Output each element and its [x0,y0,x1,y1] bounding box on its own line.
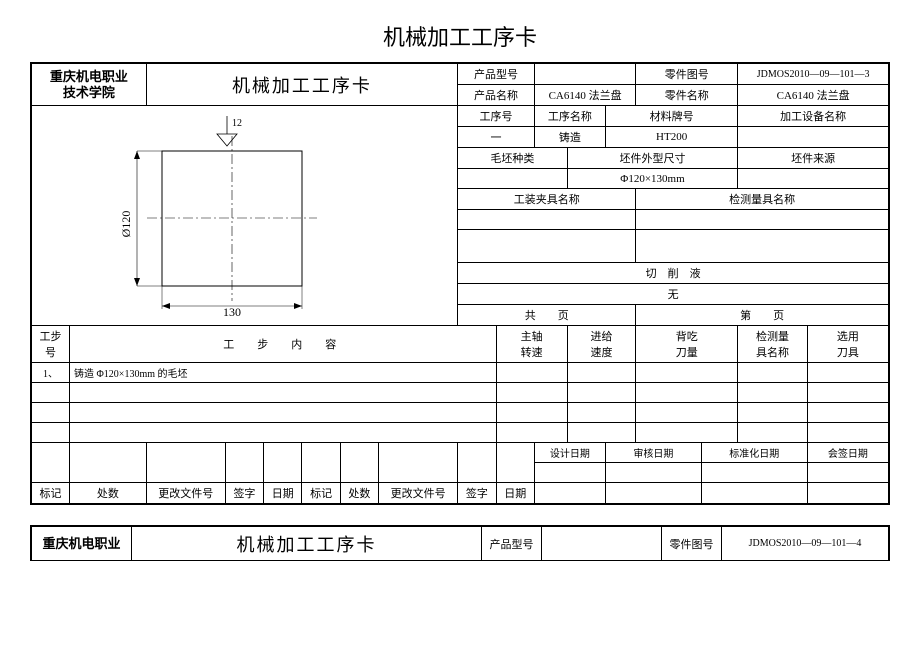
label-sign-2: 签字 [458,483,496,504]
label-mark-1: 标记 [32,483,70,504]
label-step-content: 工 步 内 容 [70,326,497,363]
label-page-no: 第 页 [636,305,889,326]
step-1-feed [567,363,636,383]
label-part-drawing: 零件图号 [636,64,738,85]
label-total-pages: 共 页 [458,305,636,326]
page-title: 机械加工工序卡 [20,20,900,52]
label-blank-size: 坯件外型尺寸 [567,148,738,169]
school-name-2: 重庆机电职业 [32,527,132,561]
form-title: 机械加工工序卡 [146,64,458,106]
label-meas-tool: 检测量具名称 [738,326,807,363]
label-material: 材料牌号 [605,106,737,127]
label-product-model-2: 产品型号 [482,527,542,561]
step-1-meas [738,363,807,383]
val-coolant: 无 [458,284,889,305]
val-part-drawing: JDMOS2010—09—101—3 [738,64,889,85]
val-blank-type [458,169,567,189]
form-title-2: 机械加工工序卡 [132,527,482,561]
step-1-depth [636,363,738,383]
label-blank-source: 坯件来源 [738,148,889,169]
label-blank-type: 毛坯种类 [458,148,567,169]
val-part-drawing-2: JDMOS2010—09—101—4 [722,527,889,561]
val-product-name: CA6140 法兰盘 [534,85,635,106]
val-product-model-2 [542,527,662,561]
label-count-1: 处数 [70,483,147,504]
val-inspection-tool-2 [636,230,889,263]
label-mark-2: 标记 [302,483,340,504]
val-blank-size: Φ120×130mm [567,169,738,189]
process-card: 重庆机电职业技术学院 机械加工工序卡 产品型号 零件图号 JDMOS2010—0… [30,62,890,505]
label-feed: 进给速度 [567,326,636,363]
label-date-1: 日期 [264,483,302,504]
label-product-name: 产品名称 [458,85,535,106]
val-part-name: CA6140 法兰盘 [738,85,889,106]
step-1-content: 铸造 Φ120×130mm 的毛坯 [70,363,497,383]
blank-diagram: 12 Ø120 130 [102,116,352,316]
step-1-spindle [496,363,567,383]
label-cosign-date: 会签日期 [807,443,888,463]
process-card-2: 重庆机电职业 机械加工工序卡 产品型号 零件图号 JDMOS2010—09—10… [30,525,890,561]
label-change-2: 更改文件号 [379,483,458,504]
label-sign-1: 签字 [225,483,263,504]
val-process-no: 一 [458,127,535,148]
val-inspection-tool [636,210,889,230]
val-fixture [458,210,636,230]
label-part-name: 零件名称 [636,85,738,106]
val-audit-date [605,463,701,483]
label-std-date: 标准化日期 [701,443,807,463]
label-change-1: 更改文件号 [146,483,225,504]
label-date-2: 日期 [496,483,534,504]
label-process-no: 工序号 [458,106,535,127]
label-coolant: 切 削 液 [458,263,889,284]
val-std-date [701,463,807,483]
val-equipment [738,127,889,148]
label-count-2: 处数 [340,483,378,504]
val-blank-source [738,169,889,189]
dim-top-text: 12 [232,118,242,129]
label-step-no: 工步号 [32,326,70,363]
step-1-tool [807,363,888,383]
val-cosign-date [807,463,888,483]
label-part-drawing-2: 零件图号 [662,527,722,561]
label-audit-date: 审核日期 [605,443,701,463]
val-design-date [534,463,605,483]
val-process-name: 铸造 [534,127,605,148]
label-inspection-tool: 检测量具名称 [636,189,889,210]
val-material: HT200 [605,127,737,148]
diagram-area: 12 Ø120 130 [32,106,458,326]
val-product-model [534,64,635,85]
label-depth: 背吃刀量 [636,326,738,363]
dim-vertical: Ø120 [119,211,133,238]
label-fixture: 工装夹具名称 [458,189,636,210]
label-product-model: 产品型号 [458,64,535,85]
label-spindle: 主轴转速 [496,326,567,363]
school-name: 重庆机电职业技术学院 [32,64,147,106]
label-design-date: 设计日期 [534,443,605,463]
step-1-no: 1、 [32,363,70,383]
label-process-name: 工序名称 [534,106,605,127]
val-fixture-2 [458,230,636,263]
label-select-tool: 选用刀具 [807,326,888,363]
dim-horizontal: 130 [223,305,241,316]
label-equipment: 加工设备名称 [738,106,889,127]
